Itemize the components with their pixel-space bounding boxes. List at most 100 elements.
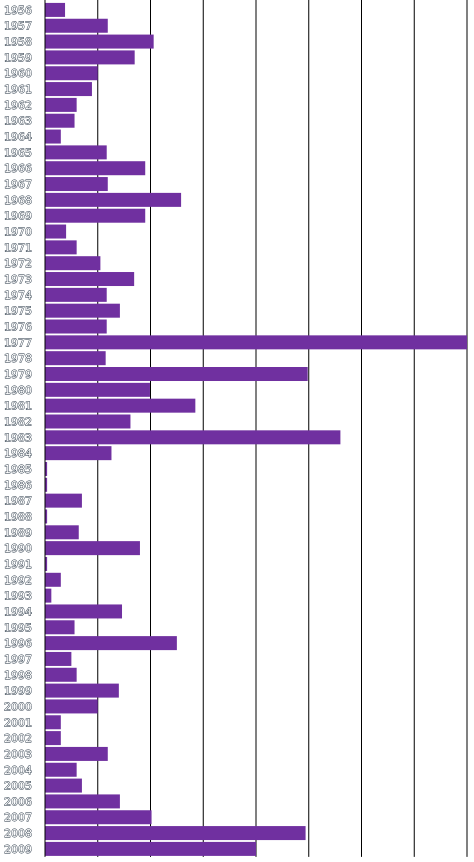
tick-label-1957: 1957 — [4, 20, 32, 33]
tick-label-1998: 1998 — [4, 669, 32, 682]
tick-label-1973: 1973 — [4, 273, 32, 286]
bar-2003 — [45, 746, 108, 761]
tick-label-1967: 1967 — [4, 178, 32, 191]
bar-1974 — [45, 287, 107, 302]
bar-1966 — [45, 161, 146, 176]
bar-2000 — [45, 699, 98, 714]
category-tick-labels: 1956 1957 1958 1959 1960 1961 1962 1963 1964 1965… — [4, 3, 33, 856]
tick-label-1965: 1965 — [4, 146, 32, 159]
tick-label-1993: 1993 — [4, 590, 32, 603]
tick-label-1978: 1978 — [4, 352, 32, 365]
tick-label-2008: 2008 — [4, 827, 32, 840]
tick-label-2003: 2003 — [4, 748, 32, 761]
bar-1980 — [45, 382, 150, 397]
bar-1996 — [45, 636, 177, 651]
bar-1998 — [45, 667, 77, 682]
bar-1964 — [45, 129, 61, 144]
tick-label-1977: 1977 — [4, 336, 32, 349]
bar-1960 — [45, 66, 98, 81]
tick-label-1961: 1961 — [4, 83, 32, 96]
bar-2007 — [45, 810, 152, 825]
tick-label-2002: 2002 — [4, 732, 32, 745]
tick-label-1970: 1970 — [4, 226, 32, 239]
tick-label-1987: 1987 — [4, 495, 32, 508]
tick-label-1958: 1958 — [4, 36, 32, 49]
bar-1990 — [45, 541, 140, 556]
bar-2001 — [45, 715, 61, 730]
bar-1984 — [45, 446, 112, 461]
bar-2005 — [45, 778, 82, 793]
bar-1976 — [45, 319, 107, 334]
tick-label-2005: 2005 — [4, 780, 32, 793]
bar-1978 — [45, 351, 106, 366]
tick-label-2006: 2006 — [4, 795, 32, 808]
bar-2006 — [45, 794, 120, 809]
tick-label-1964: 1964 — [4, 131, 32, 144]
tick-label-2004: 2004 — [4, 764, 32, 777]
tick-label-1984: 1984 — [4, 447, 32, 460]
bar-1977 — [45, 335, 467, 350]
bar-1982 — [45, 414, 131, 429]
bar-1979 — [45, 367, 308, 382]
tick-label-1997: 1997 — [4, 653, 32, 666]
bars — [45, 2, 467, 856]
bar-1956 — [45, 2, 66, 17]
tick-label-2001: 2001 — [4, 716, 32, 729]
tick-label-1975: 1975 — [4, 305, 32, 318]
tick-label-1976: 1976 — [4, 321, 32, 334]
tick-label-2007: 2007 — [4, 811, 32, 824]
tick-label-1971: 1971 — [4, 241, 32, 254]
bar-1975 — [45, 303, 120, 318]
tick-label-1972: 1972 — [4, 257, 32, 270]
bar-1958 — [45, 34, 154, 49]
tick-label-1969: 1969 — [4, 210, 32, 223]
tick-label-1974: 1974 — [4, 289, 32, 302]
bar-1992 — [45, 572, 61, 587]
bar-1997 — [45, 651, 72, 666]
tick-label-1995: 1995 — [4, 621, 32, 634]
tick-label-2000: 2000 — [4, 700, 32, 713]
tick-label-1982: 1982 — [4, 415, 32, 428]
tick-label-1956: 1956 — [4, 4, 32, 17]
bar-1986 — [45, 477, 48, 492]
bar-1994 — [45, 604, 123, 619]
tick-label-1999: 1999 — [4, 685, 32, 698]
tick-label-1989: 1989 — [4, 526, 32, 539]
bar-1991 — [45, 556, 48, 571]
tick-label-1986: 1986 — [4, 479, 32, 492]
bar-1987 — [45, 493, 82, 508]
bar-1972 — [45, 256, 101, 271]
bar-1988 — [45, 509, 48, 524]
bar-2009 — [45, 841, 256, 856]
tick-label-1983: 1983 — [4, 431, 32, 444]
bar-1959 — [45, 50, 135, 65]
bar-2008 — [45, 826, 306, 841]
tick-label-1980: 1980 — [4, 384, 32, 397]
tick-label-1979: 1979 — [4, 368, 32, 381]
bar-1989 — [45, 525, 79, 540]
tick-label-1988: 1988 — [4, 510, 32, 523]
bar-1957 — [45, 18, 108, 33]
bar-1969 — [45, 208, 146, 223]
tick-label-1960: 1960 — [4, 67, 32, 80]
bar-1970 — [45, 224, 67, 239]
bar-1983 — [45, 430, 341, 445]
tick-label-1968: 1968 — [4, 194, 32, 207]
tick-label-1981: 1981 — [4, 400, 32, 413]
bar-1999 — [45, 683, 119, 698]
bar-1962 — [45, 97, 77, 112]
bar-1967 — [45, 177, 108, 192]
bar-1968 — [45, 192, 182, 207]
tick-label-1991: 1991 — [4, 558, 32, 571]
bar-1985 — [45, 461, 48, 476]
bar-1971 — [45, 240, 77, 255]
tick-label-1962: 1962 — [4, 99, 32, 112]
bar-1995 — [45, 620, 75, 635]
bar-1973 — [45, 272, 135, 287]
tick-label-1996: 1996 — [4, 637, 32, 650]
tick-label-1963: 1963 — [4, 115, 32, 128]
vertical-gridlines — [97, 0, 468, 857]
tick-label-1990: 1990 — [4, 542, 32, 555]
tick-label-1994: 1994 — [4, 605, 32, 618]
